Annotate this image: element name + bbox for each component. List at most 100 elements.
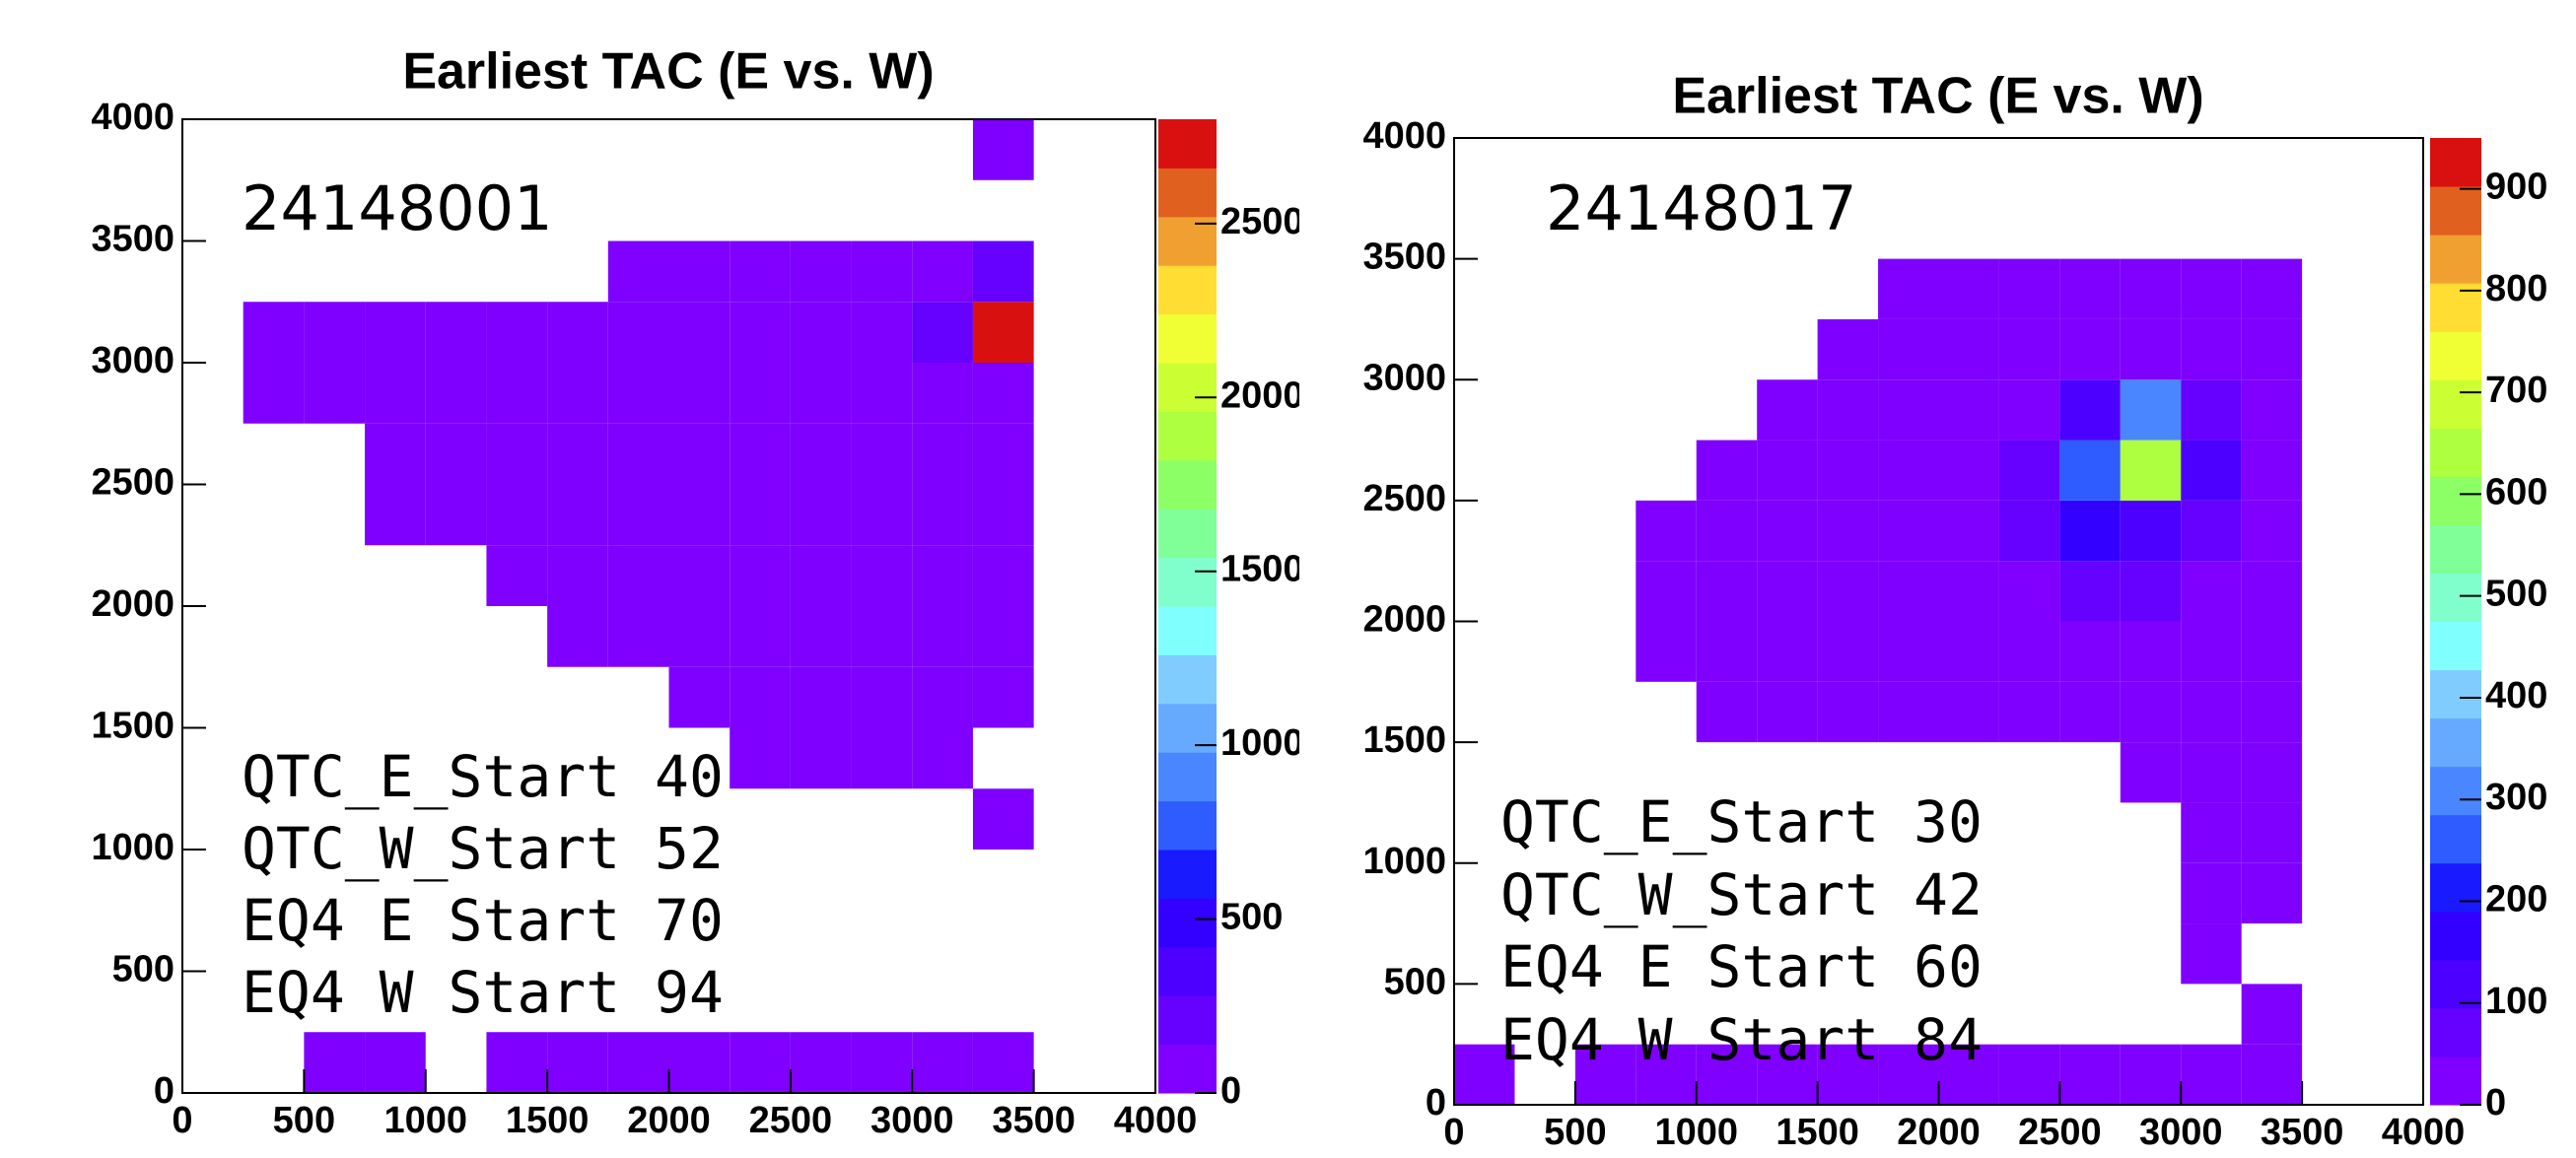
heatmap-cell: [607, 302, 669, 363]
heatmap-cell: [607, 1032, 669, 1093]
heatmap-cell: [972, 545, 1034, 606]
colorbar-band: [1158, 509, 1217, 559]
heatmap-cell: [730, 363, 791, 424]
heatmap-cell: [668, 545, 731, 606]
heatmap-cell: [1696, 621, 1758, 682]
heatmap-cell: [304, 363, 366, 424]
colorbar-band: [1158, 654, 1217, 705]
heatmap-cell: [1757, 681, 1818, 743]
heatmap-cell: [2241, 500, 2303, 562]
y-tick-label: 2000: [91, 583, 174, 625]
x-tick-label: 3000: [870, 1100, 954, 1141]
heatmap-cell: [1878, 440, 1939, 501]
heatmap-cell: [972, 423, 1034, 485]
heatmap-cell: [2181, 500, 2242, 562]
heatmap-cell: [912, 484, 973, 546]
heatmap-cell: [972, 302, 1034, 363]
colorbar-band: [1158, 850, 1217, 899]
heatmap-cell: [2241, 440, 2303, 501]
colorbar-band: [1158, 168, 1217, 218]
heatmap-cell: [2059, 440, 2121, 501]
colorbar-band: [2430, 1007, 2481, 1057]
heatmap-cell: [2120, 1044, 2182, 1105]
heatmap-cell: [1454, 1044, 1515, 1105]
heatmap-cell: [1878, 318, 1939, 380]
x-tick-label: 1000: [1654, 1112, 1738, 1153]
heatmap-cell: [243, 363, 305, 424]
heatmap-cell: [1938, 1044, 1999, 1105]
heatmap-cell: [1938, 258, 1999, 319]
heatmap-cell: [304, 302, 366, 363]
heatmap-cell: [1696, 1044, 1758, 1105]
colorbar-band: [2430, 717, 2481, 768]
heatmap-cell: [2120, 561, 2182, 622]
heatmap-cell: [1878, 621, 1939, 682]
heatmap-cell: [486, 302, 548, 363]
heatmap-cell: [547, 1032, 608, 1093]
heatmap-cell: [486, 363, 548, 424]
colorbar-tick-label: 200: [2485, 879, 2547, 920]
heatmap-cell: [972, 1032, 1034, 1093]
heatmap-cell: [486, 484, 548, 546]
colorbar-tick-label: 500: [2485, 574, 2547, 615]
heatmap-cell: [2059, 500, 2121, 562]
heatmap-cell: [365, 1032, 426, 1093]
heatmap-cell: [1878, 500, 1939, 562]
y-tick-label: 0: [154, 1070, 174, 1112]
colorbar-tick-label: 1500: [1220, 549, 1304, 590]
colorbar-tick-label: 500: [1220, 897, 1283, 938]
heatmap-cell: [2120, 742, 2182, 803]
y-tick-label: 3500: [91, 219, 174, 260]
setting-note: EQ4 W Start 84: [1500, 1006, 1983, 1073]
heatmap-cell: [2120, 379, 2182, 441]
colorbar-band: [1158, 606, 1217, 655]
heatmap-cell: [790, 423, 852, 485]
heatmap-cell: [1817, 1044, 1879, 1105]
x-tick-label: 3500: [2261, 1112, 2344, 1153]
heatmap-cell: [1998, 318, 2060, 380]
colorbar-band: [1158, 265, 1217, 315]
setting-note: QTC_W_Start 52: [242, 815, 724, 882]
heatmap-cell: [1757, 621, 1818, 682]
heatmap-cell: [2120, 681, 2182, 743]
colorbar-band: [2430, 621, 2481, 671]
colorbar-tick-label: 1000: [1220, 722, 1304, 764]
heatmap-cell: [607, 484, 669, 546]
heatmap-cell: [668, 1032, 731, 1093]
heatmap-cell: [2241, 742, 2303, 803]
heatmap-cell: [790, 1032, 852, 1093]
colorbar-band: [2430, 862, 2481, 913]
heatmap-cell: [547, 302, 608, 363]
colorbar-band: [2430, 911, 2481, 961]
colorbar-band: [1158, 1044, 1217, 1094]
colorbar-tick-label: 400: [2485, 675, 2547, 716]
heatmap-cell: [851, 727, 913, 789]
colorbar-tick-label: 100: [2485, 981, 2547, 1022]
heatmap-cell: [547, 363, 608, 424]
heatmap-cell: [730, 666, 791, 728]
heatmap-cell: [2241, 984, 2303, 1045]
heatmap-cell: [607, 363, 669, 424]
y-tick-label: 1000: [91, 827, 174, 868]
x-tick-label: 2500: [2018, 1112, 2102, 1153]
heatmap-cell: [2181, 1044, 2242, 1105]
heatmap-cell: [2181, 742, 2242, 803]
setting-note: EQ4 W Start 94: [242, 959, 724, 1026]
heatmap-cell: [1817, 500, 1879, 562]
heatmap-cell: [2181, 681, 2242, 743]
heatmap-cell: [1817, 681, 1879, 743]
heatmap-cell: [912, 240, 973, 303]
heatmap-cell: [2120, 500, 2182, 562]
x-tick-label: 4000: [2382, 1112, 2466, 1153]
y-tick-label: 2000: [1362, 599, 1446, 641]
heatmap-cell: [2181, 379, 2242, 441]
colorbar-tick-label: 600: [2485, 471, 2547, 512]
heatmap-cell: [2120, 258, 2182, 319]
setting-note: EQ4 E Start 70: [242, 887, 724, 954]
y-tick-label: 500: [112, 949, 174, 990]
heatmap-cell: [2120, 318, 2182, 380]
colorbar-band: [2430, 138, 2481, 187]
x-tick-label: 2000: [1897, 1112, 1981, 1153]
heatmap-cell: [1998, 500, 2060, 562]
